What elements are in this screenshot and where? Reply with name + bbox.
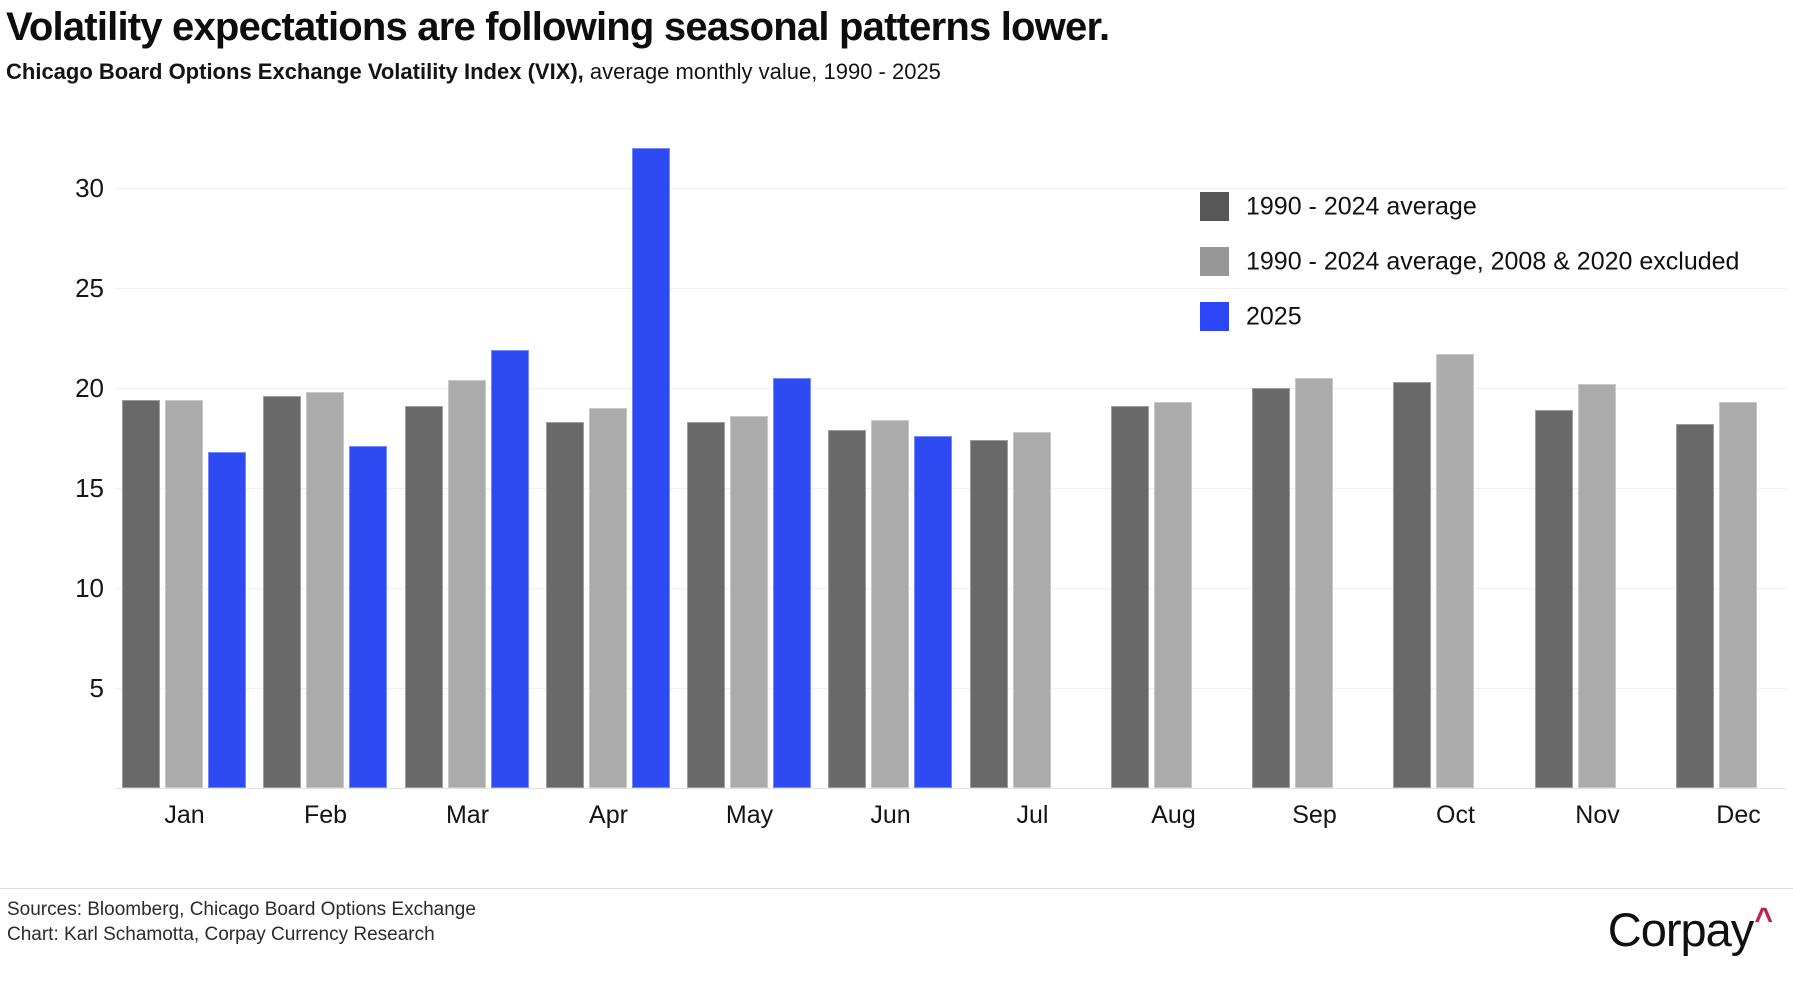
bar-apr-series1 — [546, 422, 584, 788]
footer-divider — [0, 888, 1793, 889]
legend-swatch-icon — [1200, 192, 1229, 221]
bar-jan-series3 — [208, 452, 246, 788]
x-axis-line — [115, 788, 1787, 789]
bar-feb-series1 — [263, 396, 301, 788]
bar-oct-series2 — [1436, 354, 1474, 788]
chart-credit-line: Chart: Karl Schamotta, Corpay Currency R… — [7, 924, 435, 946]
bar-apr-series2 — [589, 408, 627, 788]
x-axis-label-sep: Sep — [1292, 801, 1337, 829]
gridline-30 — [115, 188, 1787, 189]
bar-oct-series1 — [1393, 382, 1431, 788]
sources-line: Sources: Bloomberg, Chicago Board Option… — [7, 899, 476, 920]
bar-mar-series2 — [448, 380, 486, 788]
bar-aug-series2 — [1154, 402, 1192, 788]
bar-jan-series2 — [165, 400, 203, 788]
bar-mar-series3 — [491, 350, 529, 788]
bar-mar-series1 — [405, 406, 443, 788]
legend-label: 1990 - 2024 average, 2008 & 2020 exclude… — [1246, 247, 1740, 276]
x-axis-label-jun: Jun — [870, 801, 911, 829]
y-tick-label-20: 20 — [75, 373, 104, 403]
bar-jun-series2 — [871, 420, 909, 788]
bar-dec-series2 — [1719, 402, 1757, 788]
x-axis-label-oct: Oct — [1436, 801, 1475, 829]
bar-nov-series2 — [1578, 384, 1616, 788]
bar-apr-series3 — [632, 148, 670, 788]
bar-may-series2 — [730, 416, 768, 788]
x-axis-label-dec: Dec — [1716, 801, 1761, 829]
legend-label: 2025 — [1246, 302, 1302, 331]
bar-feb-series2 — [306, 392, 344, 788]
bar-sep-series1 — [1252, 388, 1290, 788]
x-axis-label-jan: Jan — [164, 801, 205, 829]
x-axis-label-feb: Feb — [303, 801, 348, 829]
corpay-logo-text: Corpay — [1607, 903, 1755, 956]
bar-dec-series1 — [1676, 424, 1714, 788]
corpay-logo-caret-icon: ^ — [1754, 901, 1773, 937]
legend-label: 1990 - 2024 average — [1246, 192, 1477, 221]
y-tick-label-25: 25 — [75, 273, 104, 303]
bar-jul-series2 — [1013, 432, 1051, 788]
corpay-logo: Corpay^ — [1607, 901, 1773, 957]
x-axis-label-jul: Jul — [1016, 801, 1049, 829]
chart-subtitle-bold: Chicago Board Options Exchange Volatilit… — [6, 59, 584, 84]
bar-jan-series1 — [122, 400, 160, 788]
bar-jul-series1 — [970, 440, 1008, 788]
bar-jun-series1 — [828, 430, 866, 788]
bar-feb-series3 — [349, 446, 387, 788]
x-axis-label-aug: Aug — [1151, 801, 1196, 829]
x-axis-label-nov: Nov — [1575, 801, 1620, 829]
chart-title: Volatility expectations are following se… — [6, 5, 1110, 49]
bar-may-series3 — [773, 378, 811, 788]
y-tick-label-15: 15 — [75, 473, 104, 503]
x-axis-label-mar: Mar — [445, 801, 490, 829]
y-tick-label-10: 10 — [75, 573, 104, 603]
legend-swatch-icon — [1200, 302, 1229, 331]
y-tick-label-5: 5 — [89, 673, 104, 703]
gridline-20 — [115, 388, 1787, 389]
bar-sep-series2 — [1295, 378, 1333, 788]
bar-jun-series3 — [914, 436, 952, 788]
x-axis-label-apr: Apr — [589, 801, 628, 829]
bar-aug-series1 — [1111, 406, 1149, 788]
chart-subtitle-rest: average monthly value, 1990 - 2025 — [583, 59, 941, 84]
bar-nov-series1 — [1535, 410, 1573, 788]
gridline-25 — [115, 288, 1787, 289]
chart-header: Volatility expectations are following se… — [6, 4, 1783, 85]
chart-subtitle: Chicago Board Options Exchange Volatilit… — [6, 59, 1783, 85]
footer-credits: Sources: Bloomberg, Chicago Board Option… — [7, 897, 476, 947]
legend-swatch-icon — [1200, 247, 1229, 276]
bar-may-series1 — [687, 422, 725, 788]
x-axis-label-may: May — [725, 801, 774, 829]
y-tick-label-30: 30 — [75, 173, 104, 203]
